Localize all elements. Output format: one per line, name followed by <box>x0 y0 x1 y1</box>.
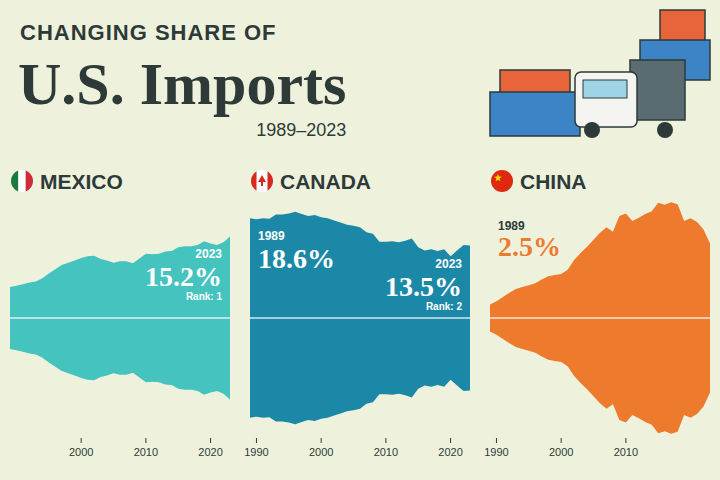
center-line <box>250 317 470 319</box>
center-line <box>490 317 710 319</box>
x-tick <box>81 438 82 443</box>
annotation-value: 13.5% <box>385 271 462 302</box>
page: CHANGING SHARE OF U.S. Imports 1989–2023 ME… <box>0 0 720 480</box>
annotation-year: 2023 <box>195 247 222 261</box>
maple-leaf <box>258 175 266 186</box>
flag-band <box>268 170 274 192</box>
x-tick-label: 1990 <box>484 446 508 458</box>
x-tick <box>210 438 211 443</box>
annotation-value: 2.5% <box>498 231 561 262</box>
x-tick <box>496 438 497 443</box>
x-tick-label: 2000 <box>549 446 573 458</box>
infographic: CHANGING SHARE OF U.S. Imports 1989–2023 ME… <box>0 0 720 480</box>
panel-title: CANADA <box>280 170 371 193</box>
marks <box>250 212 470 424</box>
panel-title: CHINA <box>520 170 587 193</box>
x-tick <box>385 438 386 443</box>
flag-band <box>251 170 273 192</box>
panel: MEXICO 2000 2010 2020 202315.2%Rank: 1 <box>10 170 230 458</box>
container <box>490 92 580 136</box>
area <box>490 202 710 434</box>
wheel <box>657 122 673 138</box>
x-tick-label: 2000 <box>69 446 93 458</box>
marks <box>10 236 230 399</box>
flag-band <box>26 170 33 192</box>
truck-illustration <box>490 10 710 138</box>
x-tick-label: 2000 <box>309 446 333 458</box>
center-line <box>10 317 230 319</box>
panel: CHINA19902000201019892.5% <box>484 170 710 458</box>
area <box>250 212 470 424</box>
x-tick-label: 2020 <box>198 446 222 458</box>
x-tick-label: 2020 <box>438 446 462 458</box>
x-tick <box>450 438 451 443</box>
trailer <box>630 60 685 120</box>
x-tick-label: 2010 <box>614 446 638 458</box>
flag-band <box>251 170 257 192</box>
flag <box>251 170 273 192</box>
flag-band <box>491 170 513 192</box>
annotation-value: 15.2% <box>145 261 222 292</box>
x-tick <box>625 438 626 443</box>
marks <box>490 202 710 434</box>
flag-band <box>11 170 18 192</box>
annotation-rank: Rank: 1 <box>186 291 223 302</box>
flag <box>11 170 33 192</box>
flag-band <box>18 170 25 192</box>
subtitle: 1989–2023 <box>256 120 346 140</box>
annotation-value: 18.6% <box>258 243 335 274</box>
x-tick <box>145 438 146 443</box>
x-tick <box>321 438 322 443</box>
panel: CANADA 1990 2000 2010 2020 198918.6% 202313.5%… <box>244 170 470 458</box>
x-tick-label: 1990 <box>244 446 268 458</box>
annotation-rank: Rank: 2 <box>426 301 463 312</box>
flag <box>491 170 513 192</box>
x-tick-label: 2010 <box>374 446 398 458</box>
area <box>10 236 230 399</box>
windshield <box>583 80 627 98</box>
x-tick <box>256 438 257 443</box>
annotation-year: 1989 <box>258 229 285 243</box>
wheel <box>584 122 600 138</box>
star <box>494 174 502 181</box>
annotation-year: 2023 <box>435 257 462 271</box>
x-tick-label: 2010 <box>134 446 158 458</box>
truck-cab <box>575 72 637 127</box>
panel-title: MEXICO <box>40 170 123 193</box>
x-tick <box>561 438 562 443</box>
kicker: CHANGING SHARE OF <box>20 20 277 45</box>
title: U.S. Imports <box>18 51 346 117</box>
